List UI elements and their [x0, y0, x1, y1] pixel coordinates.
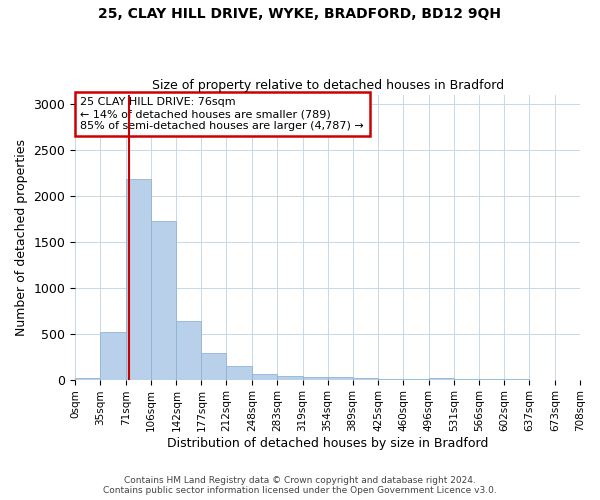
Bar — [277, 376, 302, 380]
Bar — [429, 378, 454, 380]
Bar — [176, 321, 202, 380]
Bar — [100, 332, 126, 380]
Y-axis label: Number of detached properties: Number of detached properties — [15, 138, 28, 336]
Title: Size of property relative to detached houses in Bradford: Size of property relative to detached ho… — [152, 79, 503, 92]
Bar — [403, 379, 429, 380]
Bar — [75, 378, 100, 380]
Bar — [353, 378, 378, 380]
Bar — [302, 377, 328, 380]
Bar — [126, 179, 151, 380]
Text: 25, CLAY HILL DRIVE, WYKE, BRADFORD, BD12 9QH: 25, CLAY HILL DRIVE, WYKE, BRADFORD, BD1… — [98, 8, 502, 22]
Bar — [252, 374, 277, 380]
Text: Contains HM Land Registry data © Crown copyright and database right 2024.
Contai: Contains HM Land Registry data © Crown c… — [103, 476, 497, 495]
Bar — [378, 378, 403, 380]
X-axis label: Distribution of detached houses by size in Bradford: Distribution of detached houses by size … — [167, 437, 488, 450]
Text: 25 CLAY HILL DRIVE: 76sqm
← 14% of detached houses are smaller (789)
85% of semi: 25 CLAY HILL DRIVE: 76sqm ← 14% of detac… — [80, 98, 364, 130]
Bar — [202, 354, 226, 380]
Bar — [151, 222, 176, 380]
Bar — [226, 366, 252, 380]
Bar — [328, 378, 353, 380]
